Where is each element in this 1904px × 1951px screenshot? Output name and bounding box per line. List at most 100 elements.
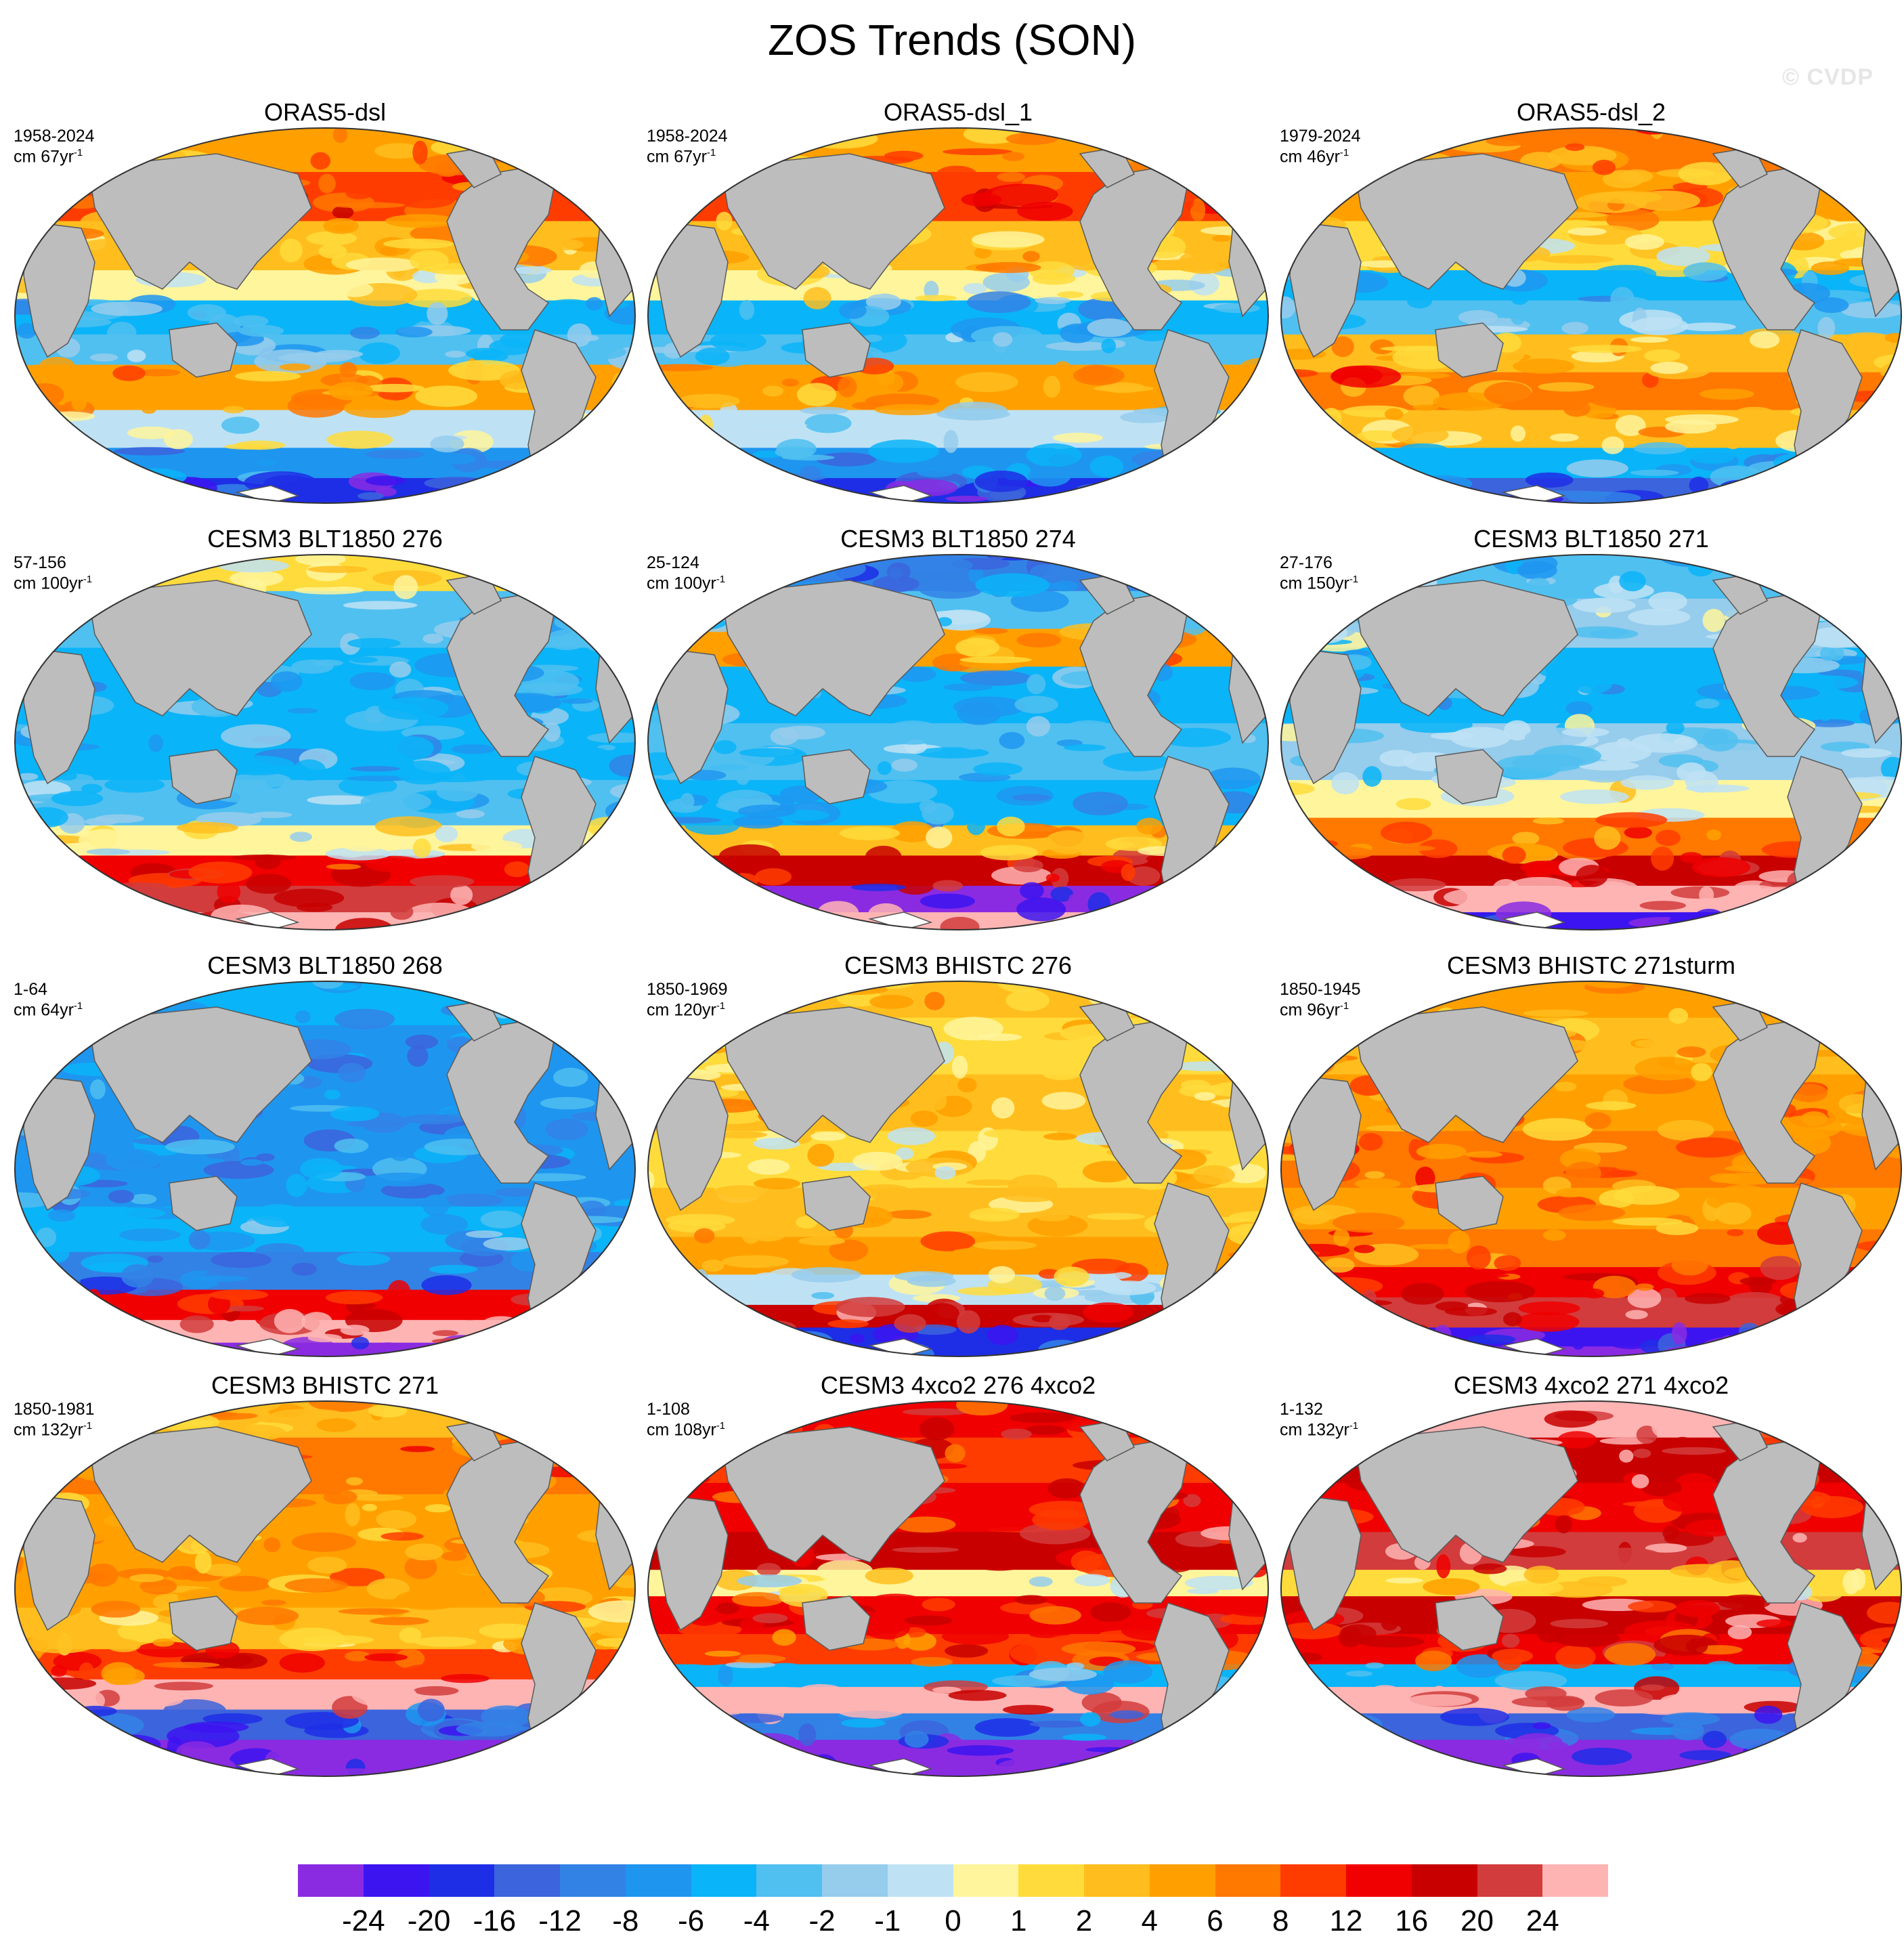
ocean-field [15, 981, 635, 1356]
ocean-field [15, 128, 635, 503]
land-mass [169, 1595, 238, 1651]
panel-years: 1850-1969 [647, 980, 728, 999]
land-mass [87, 1006, 312, 1143]
units-exponent: -1 [1339, 1000, 1349, 1012]
robinson-map [647, 554, 1269, 930]
panel-title: CESM3 BLT1850 268 [207, 951, 443, 979]
units-text: cm 150yr [1280, 574, 1349, 593]
map-border [1280, 127, 1902, 504]
robinson-map [14, 1400, 636, 1777]
panel-units: cm 46yr-1 [1280, 147, 1349, 167]
panel-title: CESM3 BLT1850 276 [207, 525, 443, 553]
colorbar [298, 1864, 1608, 1897]
robinson-map [1280, 981, 1902, 1357]
units-text: cm 108yr [647, 1420, 716, 1440]
panel-years: 1850-1945 [1280, 980, 1361, 999]
panel-units: cm 100yr-1 [647, 574, 725, 593]
land-mass [656, 221, 729, 358]
land-mass [1712, 593, 1822, 757]
robinson-map [14, 981, 636, 1357]
robinson-map [1280, 127, 1902, 504]
ocean-field [1281, 1401, 1901, 1776]
units-exponent: -1 [83, 574, 93, 585]
panel-title: CESM3 BHISTC 271sturm [1446, 951, 1736, 979]
land-mass [87, 580, 312, 716]
panel-title: ORAS5-dsl_1 [883, 98, 1033, 126]
colorbar-tick-label: 24 [1526, 1904, 1559, 1937]
ocean-field [648, 128, 1268, 503]
land-mass [1435, 1595, 1504, 1651]
land-mass [23, 647, 95, 785]
land-mass [87, 153, 312, 290]
units-text: cm 132yr [14, 1420, 83, 1440]
panel-title: CESM3 4xco2 271 4xco2 [1453, 1371, 1729, 1399]
ocean-field [648, 981, 1268, 1356]
land-mass [802, 1595, 871, 1651]
map-panel: CESM3 BLT1850 271 27-176 cm 150yr-1 [1280, 525, 1903, 931]
land-mass [1354, 580, 1578, 716]
colorbar-tick-label: 0 [945, 1904, 961, 1937]
colorbar-tick-label: 20 [1461, 1904, 1494, 1937]
ocean-field [15, 555, 635, 930]
land-mass [720, 1426, 945, 1563]
colorbar-swatch [1149, 1864, 1215, 1897]
land-mass [1354, 1006, 1578, 1143]
map-border [1280, 981, 1902, 1357]
units-text: cm 120yr [647, 1000, 716, 1020]
colorbar-tick-label: -2 [808, 1904, 836, 1937]
land-mass [656, 1074, 729, 1212]
land-mass [720, 153, 945, 290]
ocean-field [1281, 128, 1901, 503]
land-mass [446, 593, 556, 757]
land-mass [720, 580, 945, 716]
colorbar-tick-label: 12 [1329, 1904, 1363, 1937]
land-mass [446, 167, 556, 330]
land-mass [1079, 593, 1189, 757]
colorbar-tick-label: -6 [677, 1904, 705, 1937]
ocean-field [15, 1401, 635, 1776]
units-exponent: -1 [1349, 1420, 1359, 1432]
land-mass [1289, 1074, 1362, 1212]
panel-years: 25-124 [647, 553, 699, 572]
map-panel: CESM3 BHISTC 276 1850-1969 cm 120yr-1 [647, 951, 1270, 1358]
land-mass [1712, 1020, 1822, 1184]
colorbar-swatch [429, 1864, 495, 1897]
robinson-map [1280, 1400, 1902, 1777]
units-text: cm 67yr [14, 147, 74, 167]
colorbar-swatch [1084, 1864, 1150, 1897]
land-mass [1435, 749, 1504, 805]
colorbar-swatch [691, 1864, 757, 1897]
panel-years: 1958-2024 [14, 127, 95, 146]
map-border [647, 981, 1269, 1357]
map-panel: CESM3 BHISTC 271sturm 1850-1945 cm 96yr-1 [1280, 951, 1903, 1358]
land-mass [1712, 1440, 1822, 1604]
colorbar-swatch [1018, 1864, 1084, 1897]
colorbar-swatch [363, 1864, 429, 1897]
map-border [1280, 1400, 1902, 1777]
map-border [14, 127, 636, 504]
panel-years: 1-108 [647, 1400, 690, 1419]
land-mass [23, 1494, 95, 1631]
map-panel: ORAS5-dsl_1 1958-2024 cm 67yr-1 [647, 98, 1270, 505]
land-mass [446, 1020, 556, 1184]
colorbar-tick-label: -8 [612, 1904, 639, 1937]
map-panel: ORAS5-dsl_2 1979-2024 cm 46yr-1 [1280, 98, 1903, 505]
panel-units: cm 100yr-1 [14, 574, 92, 593]
land-mass [802, 749, 871, 805]
ocean-field [1281, 555, 1901, 930]
land-mass [1289, 647, 1362, 785]
ocean-field [648, 1401, 1268, 1776]
panel-title: ORAS5-dsl [263, 98, 387, 126]
robinson-map [647, 1400, 1269, 1777]
panel-units: cm 120yr-1 [647, 1000, 725, 1020]
colorbar-swatch [1411, 1864, 1477, 1897]
main-title: ZOS Trends (SON) [767, 16, 1137, 64]
map-panel: CESM3 4xco2 271 4xco2 1-132 cm 132yr-1 [1280, 1371, 1903, 1778]
units-exponent: -1 [73, 1000, 83, 1012]
land-mass [1289, 1494, 1362, 1631]
ocean-field [1281, 981, 1901, 1356]
colorbar-tick-label: -16 [473, 1904, 517, 1937]
land-mass [169, 1176, 238, 1231]
map-panel: CESM3 BLT1850 276 57-156 cm 100yr-1 [14, 525, 636, 931]
colorbar-tick-label: 6 [1207, 1904, 1224, 1937]
